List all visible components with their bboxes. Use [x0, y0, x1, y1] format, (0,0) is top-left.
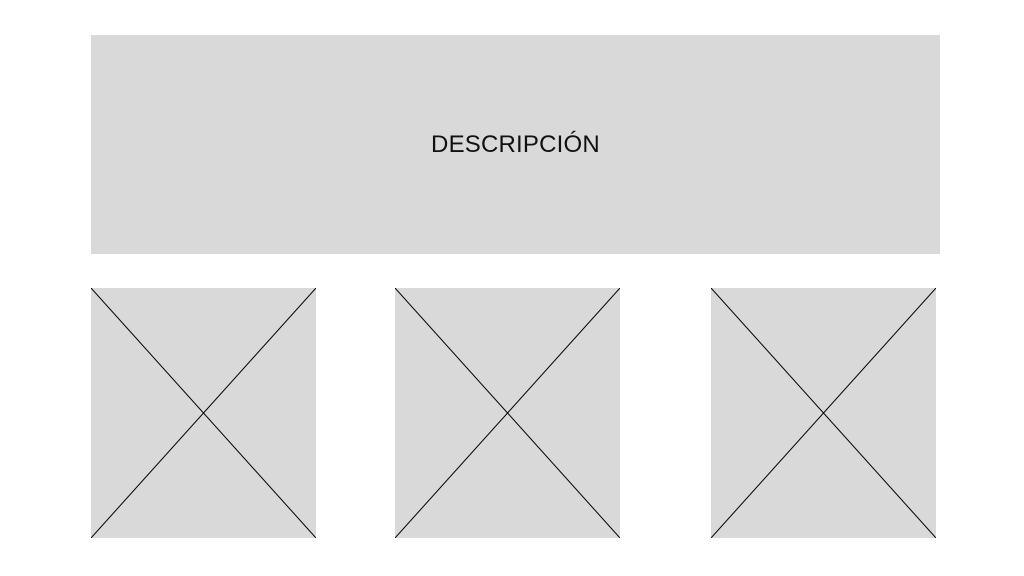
- image-placeholder-icon: [395, 288, 620, 538]
- image-placeholder-3: [711, 288, 936, 538]
- description-label: DESCRIPCIÓN: [431, 130, 600, 158]
- image-placeholder-2: [395, 288, 620, 538]
- image-placeholder-icon: [91, 288, 316, 538]
- description-block: DESCRIPCIÓN: [91, 35, 940, 254]
- image-placeholder-icon: [711, 288, 936, 538]
- image-placeholder-1: [91, 288, 316, 538]
